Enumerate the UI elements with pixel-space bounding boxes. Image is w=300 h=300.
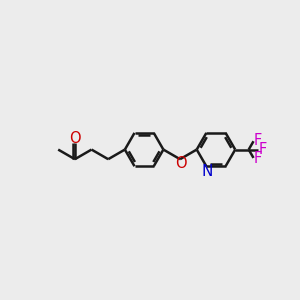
Text: O: O	[69, 131, 81, 146]
Text: O: O	[175, 156, 187, 171]
Text: F: F	[258, 142, 267, 157]
Text: F: F	[254, 133, 262, 148]
Text: F: F	[254, 152, 262, 166]
Text: N: N	[202, 164, 213, 178]
